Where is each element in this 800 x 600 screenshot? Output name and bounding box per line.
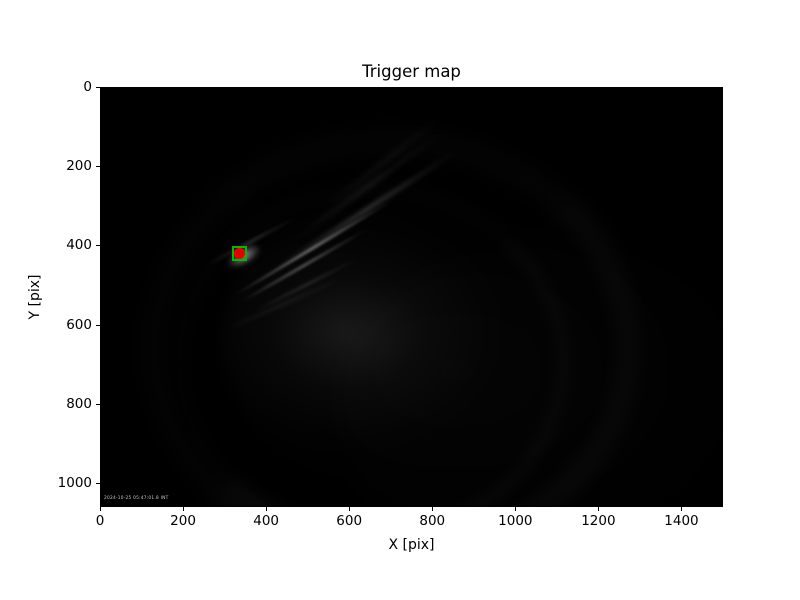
y-tick-mark	[96, 245, 100, 247]
faint-wash	[331, 238, 722, 506]
streak-trail	[202, 214, 302, 269]
reference-box-marker[interactable]	[231, 246, 247, 262]
x-tick-mark	[183, 507, 185, 511]
x-tick-label: 200	[170, 513, 196, 529]
streak-trail	[268, 145, 464, 274]
y-tick-mark	[96, 483, 100, 485]
x-tick-label: 1400	[664, 513, 699, 529]
timestamp-overlay: 2024-10-25 05:47:01.8 INT	[104, 496, 169, 501]
trigger-position-marker[interactable]	[233, 248, 245, 260]
x-tick-mark	[349, 507, 351, 511]
x-tick-mark	[598, 507, 600, 511]
x-tick-mark	[681, 507, 683, 511]
y-tick-label: 400	[66, 237, 92, 254]
x-axis-label: X [pix]	[388, 537, 435, 553]
trigger-map-image[interactable]: 2024-10-25 05:47:01.8 INT	[101, 88, 722, 506]
page-title: Trigger map	[362, 62, 461, 81]
y-axis-label: Y [pix]	[27, 274, 43, 320]
x-tick-mark	[266, 507, 268, 511]
streak-trail	[231, 197, 397, 298]
diffuse-halo	[221, 188, 551, 488]
faint-arc-inner	[171, 183, 571, 506]
y-tick-label: 1000	[57, 475, 92, 492]
x-tick-label: 800	[419, 513, 446, 529]
y-tick-label: 0	[83, 79, 92, 95]
x-tick-label: 400	[253, 513, 280, 529]
y-tick-mark	[96, 324, 100, 326]
bright-knot	[225, 240, 263, 272]
x-tick-label: 0	[95, 513, 105, 529]
y-tick-label: 600	[66, 316, 92, 333]
y-tick-mark	[96, 87, 100, 88]
streak-trail	[287, 125, 451, 246]
y-tick-mark	[96, 403, 100, 405]
plot-axes-area[interactable]: 2024-10-25 05:47:01.8 INT	[100, 87, 723, 507]
y-tick-label: 800	[66, 395, 92, 412]
x-tick-mark	[515, 507, 517, 511]
streak-trail	[238, 226, 370, 304]
x-tick-label: 1200	[581, 513, 616, 529]
streak-trail	[217, 271, 355, 335]
x-tick-label: 600	[336, 513, 363, 529]
y-tick-label: 200	[66, 158, 92, 175]
x-tick-label: 1000	[498, 513, 533, 529]
x-tick-mark	[100, 507, 101, 511]
x-tick-mark	[432, 507, 434, 511]
faint-arc-outer	[141, 128, 641, 506]
y-tick-mark	[96, 166, 100, 168]
streak-trail	[314, 109, 450, 217]
streak-trail	[247, 254, 365, 316]
